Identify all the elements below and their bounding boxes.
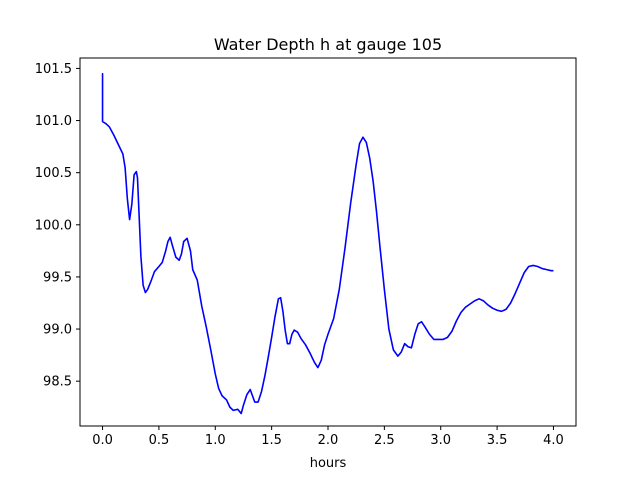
x-tick-label: 1.5 xyxy=(261,433,282,448)
x-tick-label: 2.0 xyxy=(318,433,339,448)
x-tick-label: 0.5 xyxy=(149,433,170,448)
x-axis: 0.0 0.5 1.0 1.5 2.0 2.5 3.0 3.5 4.0 xyxy=(92,426,564,448)
chart-title: Water Depth h at gauge 105 xyxy=(214,35,442,54)
y-tick-label: 98.5 xyxy=(43,375,72,390)
x-tick-label: 3.5 xyxy=(487,433,508,448)
y-axis: 98.5 99.0 99.5 100.0 100.5 101.0 101.5 xyxy=(35,62,80,390)
axes-frame xyxy=(79,57,577,427)
y-tick-label: 101.0 xyxy=(35,114,72,129)
x-tick-label: 2.5 xyxy=(374,433,395,448)
y-tick-label: 99.0 xyxy=(43,323,72,338)
plot-area xyxy=(79,57,577,427)
x-tick-label: 1.0 xyxy=(205,433,226,448)
y-tick-label: 101.5 xyxy=(35,62,72,77)
x-tick-label: 3.0 xyxy=(430,433,451,448)
y-tick-label: 100.0 xyxy=(35,218,72,233)
y-tick-label: 100.5 xyxy=(35,166,72,181)
x-tick-label: 4.0 xyxy=(543,433,564,448)
x-axis-label: hours xyxy=(310,456,347,471)
series-line-0 xyxy=(101,72,554,415)
y-tick-label: 99.5 xyxy=(43,270,72,285)
x-tick-label: 0.0 xyxy=(92,433,113,448)
